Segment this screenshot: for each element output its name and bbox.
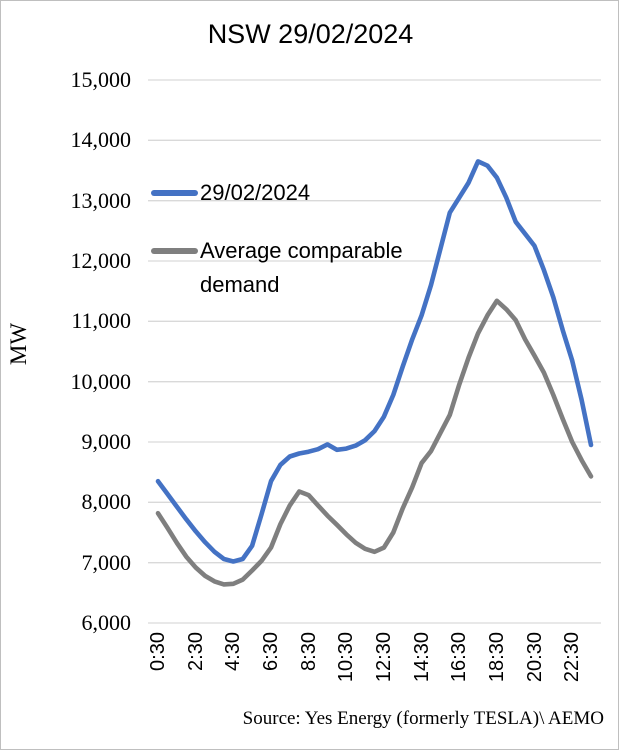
- x-tick-label: 20:30: [523, 632, 546, 683]
- x-tick-label: 8:30: [297, 632, 320, 671]
- y-tick-label: 10,000: [70, 368, 132, 394]
- x-tick-label: 16:30: [448, 632, 471, 683]
- x-tick-label: 12:30: [372, 632, 395, 683]
- chart-title: NSW 29/02/2024: [207, 19, 414, 49]
- y-tick-label: 12,000: [70, 248, 132, 273]
- legend-label-average: Average comparable demand: [200, 238, 403, 297]
- series-line-0: [155, 159, 594, 564]
- y-tick-label: 15,000: [70, 67, 132, 92]
- legend-swatch-gray-line: [151, 248, 198, 254]
- y-tick-label: 7,000: [81, 549, 132, 575]
- y-tick-label: 6,000: [81, 610, 132, 635]
- x-tick-label: 18:30: [485, 632, 508, 683]
- x-tick-label: 10:30: [335, 632, 358, 683]
- x-tick-label: 4:30: [222, 632, 245, 671]
- y-tick-label: 14,000: [70, 127, 132, 153]
- x-tick-label: 22:30: [561, 632, 584, 683]
- legend-swatch-blue-line: [151, 190, 198, 196]
- y-tick-label: 9,000: [81, 429, 132, 454]
- x-tick-label: 6:30: [260, 632, 282, 671]
- y-tick-label: 11,000: [71, 308, 131, 334]
- y-tick-label: 13,000: [70, 187, 132, 213]
- legend-label-actual: 29/02/2024: [200, 180, 311, 205]
- y-tick-label: 8,000: [81, 489, 132, 515]
- x-tick-label: 14:30: [410, 632, 433, 683]
- x-tick-label: 0:30: [147, 632, 169, 671]
- x-tick-label: 2:30: [184, 632, 207, 671]
- source-note: Source: Yes Energy (formerly TESLA)\ AEM…: [242, 708, 604, 729]
- series-line-1: [155, 298, 594, 587]
